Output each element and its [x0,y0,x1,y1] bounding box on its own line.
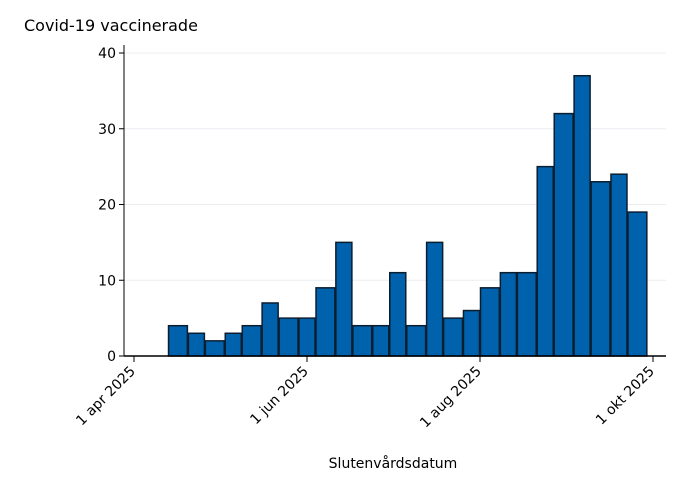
y-tick-label: 40 [98,46,116,62]
y-tick-label: 0 [107,349,116,365]
bar [315,287,336,357]
bar [627,211,648,357]
bar [536,165,554,357]
bar [406,324,427,357]
bar [204,340,226,357]
x-tick-label: 1 apr 2025 [73,364,139,430]
x-tick-label: 1 jun 2025 [247,364,311,428]
bar [241,324,262,357]
bar [442,317,464,357]
x-tick-label: 1 okt 2025 [593,364,658,429]
bar [573,74,591,357]
bar [187,332,206,357]
x-tick-label: 1 aug 2025 [417,364,485,432]
bar [352,324,373,357]
bar [224,332,243,357]
bar [516,271,537,357]
x-axis-label: Slutenvårdsdatum [328,456,458,472]
bar [261,302,279,357]
bar [425,241,444,357]
bar [371,324,390,357]
chart-title: Covid-19 vaccinerade [24,16,198,35]
y-tick-label: 10 [98,273,116,289]
y-tick-label: 20 [98,198,116,214]
y-tick-label: 30 [98,122,116,138]
bar [610,173,628,357]
bar [298,317,316,357]
bar [462,309,481,357]
bar [278,317,299,357]
bar [499,271,518,357]
bar [167,324,189,357]
bar [388,271,407,357]
bar [553,112,574,357]
bar [335,241,353,357]
bar [479,287,501,357]
bar [590,181,611,357]
